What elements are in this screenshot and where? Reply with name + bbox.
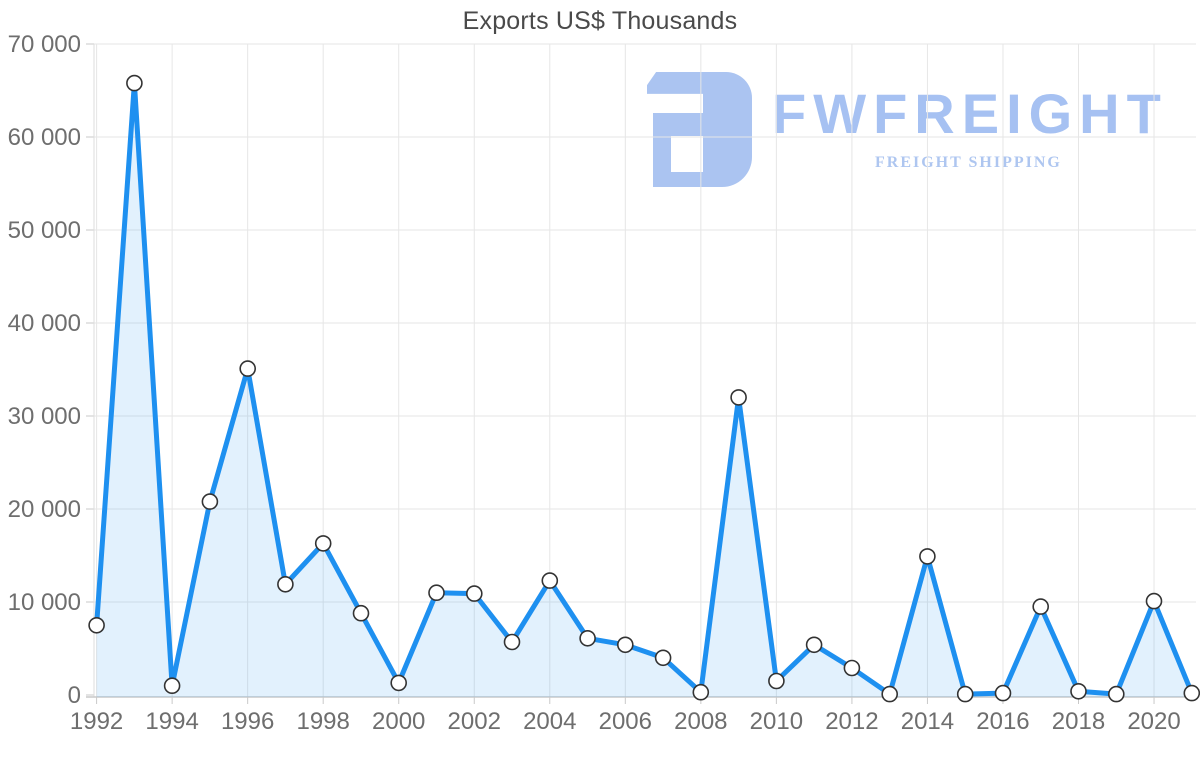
chart-title: Exports US$ Thousands: [462, 7, 738, 35]
data-point-2018[interactable]: [1070, 682, 1087, 700]
x-axis-label: 2016: [976, 708, 1029, 735]
fwfreight-logo-icon: [647, 72, 752, 187]
watermark-brand: FWFREIGHT: [772, 82, 1168, 145]
data-point-2001[interactable]: [428, 584, 445, 602]
logo-icon-part: [653, 113, 672, 187]
data-point-2013[interactable]: [881, 685, 899, 703]
data-point-2020[interactable]: [1145, 592, 1163, 610]
x-axis-label: 2000: [372, 708, 425, 735]
x-axis-label: 2002: [448, 708, 501, 735]
data-point-2009[interactable]: [730, 389, 747, 406]
x-axis-label: 2008: [674, 708, 727, 735]
data-point-2003[interactable]: [503, 633, 521, 651]
data-point-2017[interactable]: [1032, 598, 1049, 615]
series-line: [94, 80, 1195, 697]
data-point-1994[interactable]: [163, 677, 181, 695]
data-point-2005[interactable]: [579, 629, 596, 647]
y-axis-label: 20 000: [8, 496, 81, 523]
y-axis-label: 60 000: [8, 124, 81, 151]
x-axis-label: 1992: [70, 708, 123, 735]
y-axis-label: 70 000: [8, 31, 81, 58]
x-axis-label: 1998: [296, 708, 349, 735]
x-axis-label: 2014: [901, 708, 954, 735]
x-axis-label: 2006: [599, 708, 652, 735]
data-point-2010[interactable]: [768, 672, 785, 690]
logo-icon-part: [647, 72, 713, 94]
data-point-2007[interactable]: [654, 649, 672, 667]
watermark: FWFREIGHT FREIGHT SHIPPING: [645, 70, 1161, 190]
data-point-2021[interactable]: [1183, 684, 1200, 702]
data-point-1995[interactable]: [201, 493, 219, 510]
x-axis-label: 2012: [825, 708, 878, 735]
data-point-2011[interactable]: [805, 636, 823, 654]
y-axis-label: 0: [68, 682, 81, 709]
x-axis-label: 2004: [523, 708, 576, 735]
data-point-2015[interactable]: [956, 685, 974, 703]
data-point-1997[interactable]: [277, 575, 294, 593]
data-point-2008[interactable]: [692, 683, 710, 701]
data-point-2014[interactable]: [919, 548, 936, 565]
y-axis-label: 40 000: [8, 310, 81, 337]
watermark-tagline: FREIGHT SHIPPING: [875, 154, 1062, 171]
data-point-1992[interactable]: [88, 616, 105, 634]
data-point-1998[interactable]: [314, 535, 332, 552]
data-point-2004[interactable]: [541, 572, 559, 589]
x-axis-label: 1994: [145, 708, 198, 735]
data-point-1999[interactable]: [352, 604, 370, 622]
data-point-2000[interactable]: [390, 674, 408, 692]
data-point-1996[interactable]: [239, 360, 256, 377]
logo-icon-part: [702, 72, 752, 187]
data-point-2012[interactable]: [843, 659, 861, 677]
data-point-2006[interactable]: [616, 636, 634, 654]
data-point-2016[interactable]: [994, 684, 1012, 702]
data-point-2002[interactable]: [465, 585, 483, 602]
series-area: [96, 83, 1192, 698]
y-axis-label: 50 000: [8, 217, 81, 244]
data-point-2019[interactable]: [1108, 685, 1125, 703]
x-axis-label: 2020: [1127, 708, 1180, 735]
x-axis-label: 1996: [221, 708, 274, 735]
y-axis-label: 10 000: [8, 589, 81, 616]
x-axis-label: 2010: [750, 708, 803, 735]
x-axis-label: 2018: [1052, 708, 1105, 735]
logo-icon-part: [653, 172, 710, 187]
data-point-1993[interactable]: [126, 74, 143, 92]
y-axis-label: 30 000: [8, 403, 81, 430]
